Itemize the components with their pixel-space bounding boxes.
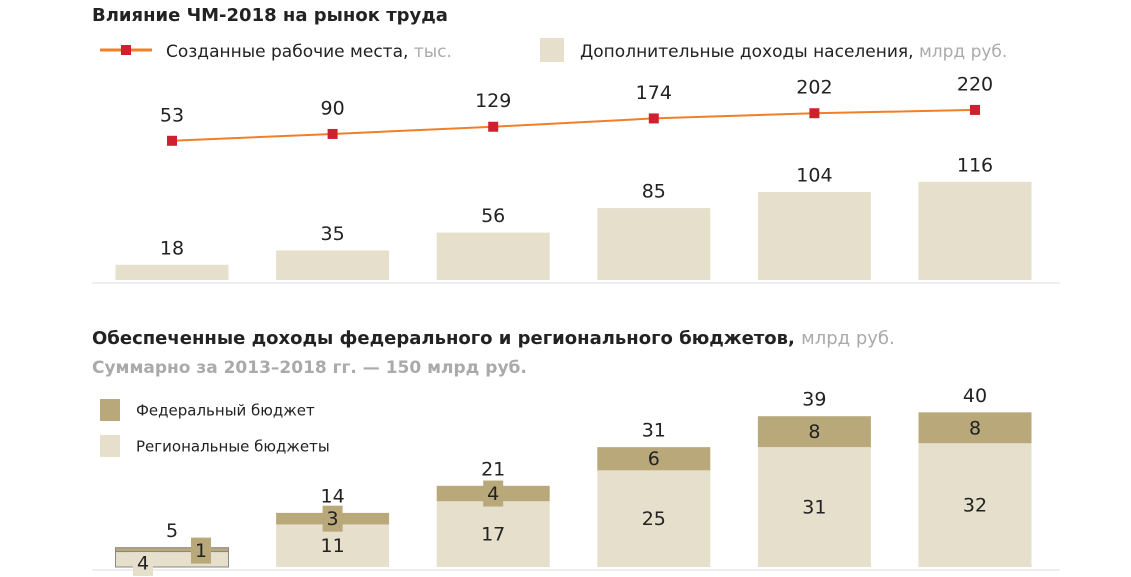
bar-segment: [115, 547, 229, 553]
legend-swatch: [100, 399, 120, 421]
line-marker: [488, 121, 499, 132]
bar-segment: [918, 443, 1032, 567]
bar-label: 116: [957, 154, 993, 176]
bar-segment: [597, 447, 711, 471]
total-label: 5: [166, 520, 178, 542]
label-box: [322, 505, 343, 532]
segment-label: 31: [802, 497, 826, 519]
bar-label: 35: [321, 223, 345, 245]
segment-label: 11: [321, 535, 345, 557]
legend-marker: [121, 45, 131, 55]
bar: [597, 208, 711, 280]
segment-label: 25: [642, 508, 666, 530]
total-label: 14: [321, 485, 345, 507]
total-label: 40: [963, 385, 987, 407]
legend-label: Региональные бюджеты: [136, 438, 330, 456]
legend-label: Созданные рабочие места, тыс.: [166, 42, 452, 62]
chart-title: Влияние ЧМ-2018 на рынок труда: [92, 5, 448, 26]
total-label: 31: [642, 420, 666, 442]
segment-label: 4: [137, 553, 149, 575]
bar-segment: [115, 551, 229, 568]
line-marker: [809, 108, 820, 119]
line-label: 90: [321, 97, 345, 119]
segment-label: 8: [808, 421, 820, 443]
label-box: [133, 550, 153, 576]
bar-label: 56: [481, 205, 505, 227]
segment-label: 6: [648, 448, 660, 470]
bar-segment: [436, 501, 550, 567]
line-label: 129: [475, 90, 511, 112]
line-label: 220: [957, 73, 993, 95]
line-label: 174: [636, 82, 672, 104]
line: [171, 108, 976, 142]
bar-segment: [757, 416, 871, 448]
title-text: Обеспеченные доходы федерального и регио…: [92, 328, 795, 349]
bar-label: 85: [642, 181, 666, 203]
bar: [918, 181, 1032, 280]
bar-label: 18: [160, 237, 184, 259]
bar: [276, 250, 390, 280]
bar-label: 104: [796, 165, 832, 187]
label-box: [483, 480, 504, 507]
label-box: [191, 537, 211, 564]
bar: [436, 232, 550, 280]
bar: [757, 192, 871, 280]
legend-swatch: [100, 435, 120, 457]
legend-swatch: [540, 38, 564, 62]
segment-label: 32: [963, 495, 987, 517]
total-label: 39: [802, 389, 826, 411]
segment-label: 3: [327, 508, 339, 530]
legend-label: Дополнительные доходы населения, млрд ру…: [580, 42, 1007, 62]
segment-label: 8: [969, 417, 981, 439]
segment-label: 17: [481, 524, 505, 546]
bar-segment: [918, 412, 1032, 444]
line-label: 202: [796, 77, 832, 99]
bar-segment: [597, 470, 711, 567]
bar-segment: [757, 447, 871, 567]
chart-title: Обеспеченные доходы федерального и регио…: [92, 328, 895, 349]
segment-label: 1: [195, 540, 207, 562]
legend-unit: тыс.: [414, 42, 452, 62]
total-label: 21: [481, 458, 505, 480]
line-marker: [327, 128, 338, 139]
legend-name: Созданные рабочие места,: [166, 42, 408, 62]
title-unit: млрд руб.: [801, 328, 895, 349]
segment-label: 4: [487, 483, 499, 505]
line-marker: [970, 104, 980, 115]
line-marker: [167, 135, 177, 146]
legend-label: Федеральный бюджет: [136, 402, 315, 420]
subtitle: Суммарно за 2013–2018 гг. — 150 млрд руб…: [92, 358, 527, 378]
legend-name: Дополнительные доходы населения,: [580, 42, 914, 62]
legend-unit: млрд руб.: [919, 42, 1007, 62]
line-marker: [648, 113, 659, 124]
line-label: 53: [160, 104, 184, 126]
bar: [115, 264, 229, 280]
